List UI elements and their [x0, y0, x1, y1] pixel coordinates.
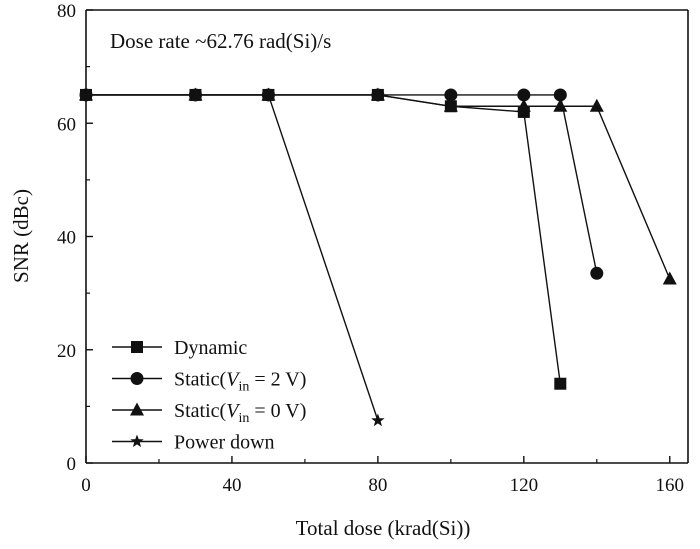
- series-layer: [79, 87, 677, 427]
- data-point-circle: [517, 88, 531, 102]
- x-tick-label: 160: [656, 475, 685, 496]
- data-point-circle: [553, 88, 567, 102]
- data-point-square: [554, 377, 567, 390]
- y-tick-label: 80: [57, 1, 76, 22]
- dose-rate-annotation: Dose rate ~62.76 rad(Si)/s: [110, 29, 331, 53]
- legend-label: Dynamic: [174, 337, 247, 359]
- series-line-star: [86, 94, 379, 421]
- x-tick-label: 80: [368, 475, 387, 496]
- data-point-triangle: [662, 271, 677, 285]
- legend-item: Dynamic: [112, 337, 247, 359]
- data-point-star: [188, 87, 203, 101]
- series-triangle: [79, 87, 677, 285]
- data-point-triangle: [370, 87, 385, 101]
- x-axis-title: Total dose (krad(Si)): [296, 516, 471, 540]
- x-tick-label: 0: [81, 475, 91, 496]
- y-tick-label: 40: [57, 228, 76, 249]
- legend-item: Static(Vin = 0 V): [112, 400, 306, 426]
- legend-item: Static(Vin = 2 V): [112, 369, 306, 395]
- data-point-star: [261, 87, 276, 101]
- data-point-triangle: [553, 98, 568, 112]
- data-point-circle: [444, 88, 458, 102]
- series-square: [80, 88, 567, 390]
- axes-layer: 0 40 80 120 160 0 20 40 60 80: [57, 1, 689, 496]
- y-tick-label: 20: [57, 341, 76, 362]
- series-line-circle: [86, 94, 598, 274]
- legend-item: Power down: [112, 432, 275, 454]
- y-axis-title: SNR (dBc): [9, 189, 33, 283]
- legend-marker-square: [131, 341, 143, 353]
- legend-label: Static(Vin = 0 V): [174, 400, 306, 426]
- data-point-triangle: [589, 98, 604, 112]
- legend: Dynamic Static(Vin = 2 V) Static(Vin = 0 V…: [112, 337, 306, 454]
- legend-label: Static(Vin = 2 V): [174, 369, 306, 395]
- series-line-square: [86, 94, 561, 384]
- data-point-triangle: [516, 98, 531, 112]
- data-point-star: [371, 413, 385, 427]
- legend-marker-star: [130, 434, 144, 448]
- y-tick-label: 0: [67, 454, 77, 475]
- legend-marker-circle: [130, 372, 144, 385]
- legend-label: Power down: [174, 432, 275, 454]
- data-point-circle: [590, 266, 604, 280]
- series-line-triangle: [86, 94, 671, 280]
- x-tick-label: 40: [222, 475, 241, 496]
- legend-marker-triangle: [130, 402, 144, 416]
- data-point-triangle: [443, 98, 458, 112]
- y-tick-label: 60: [57, 114, 76, 135]
- x-tick-label: 120: [510, 475, 539, 496]
